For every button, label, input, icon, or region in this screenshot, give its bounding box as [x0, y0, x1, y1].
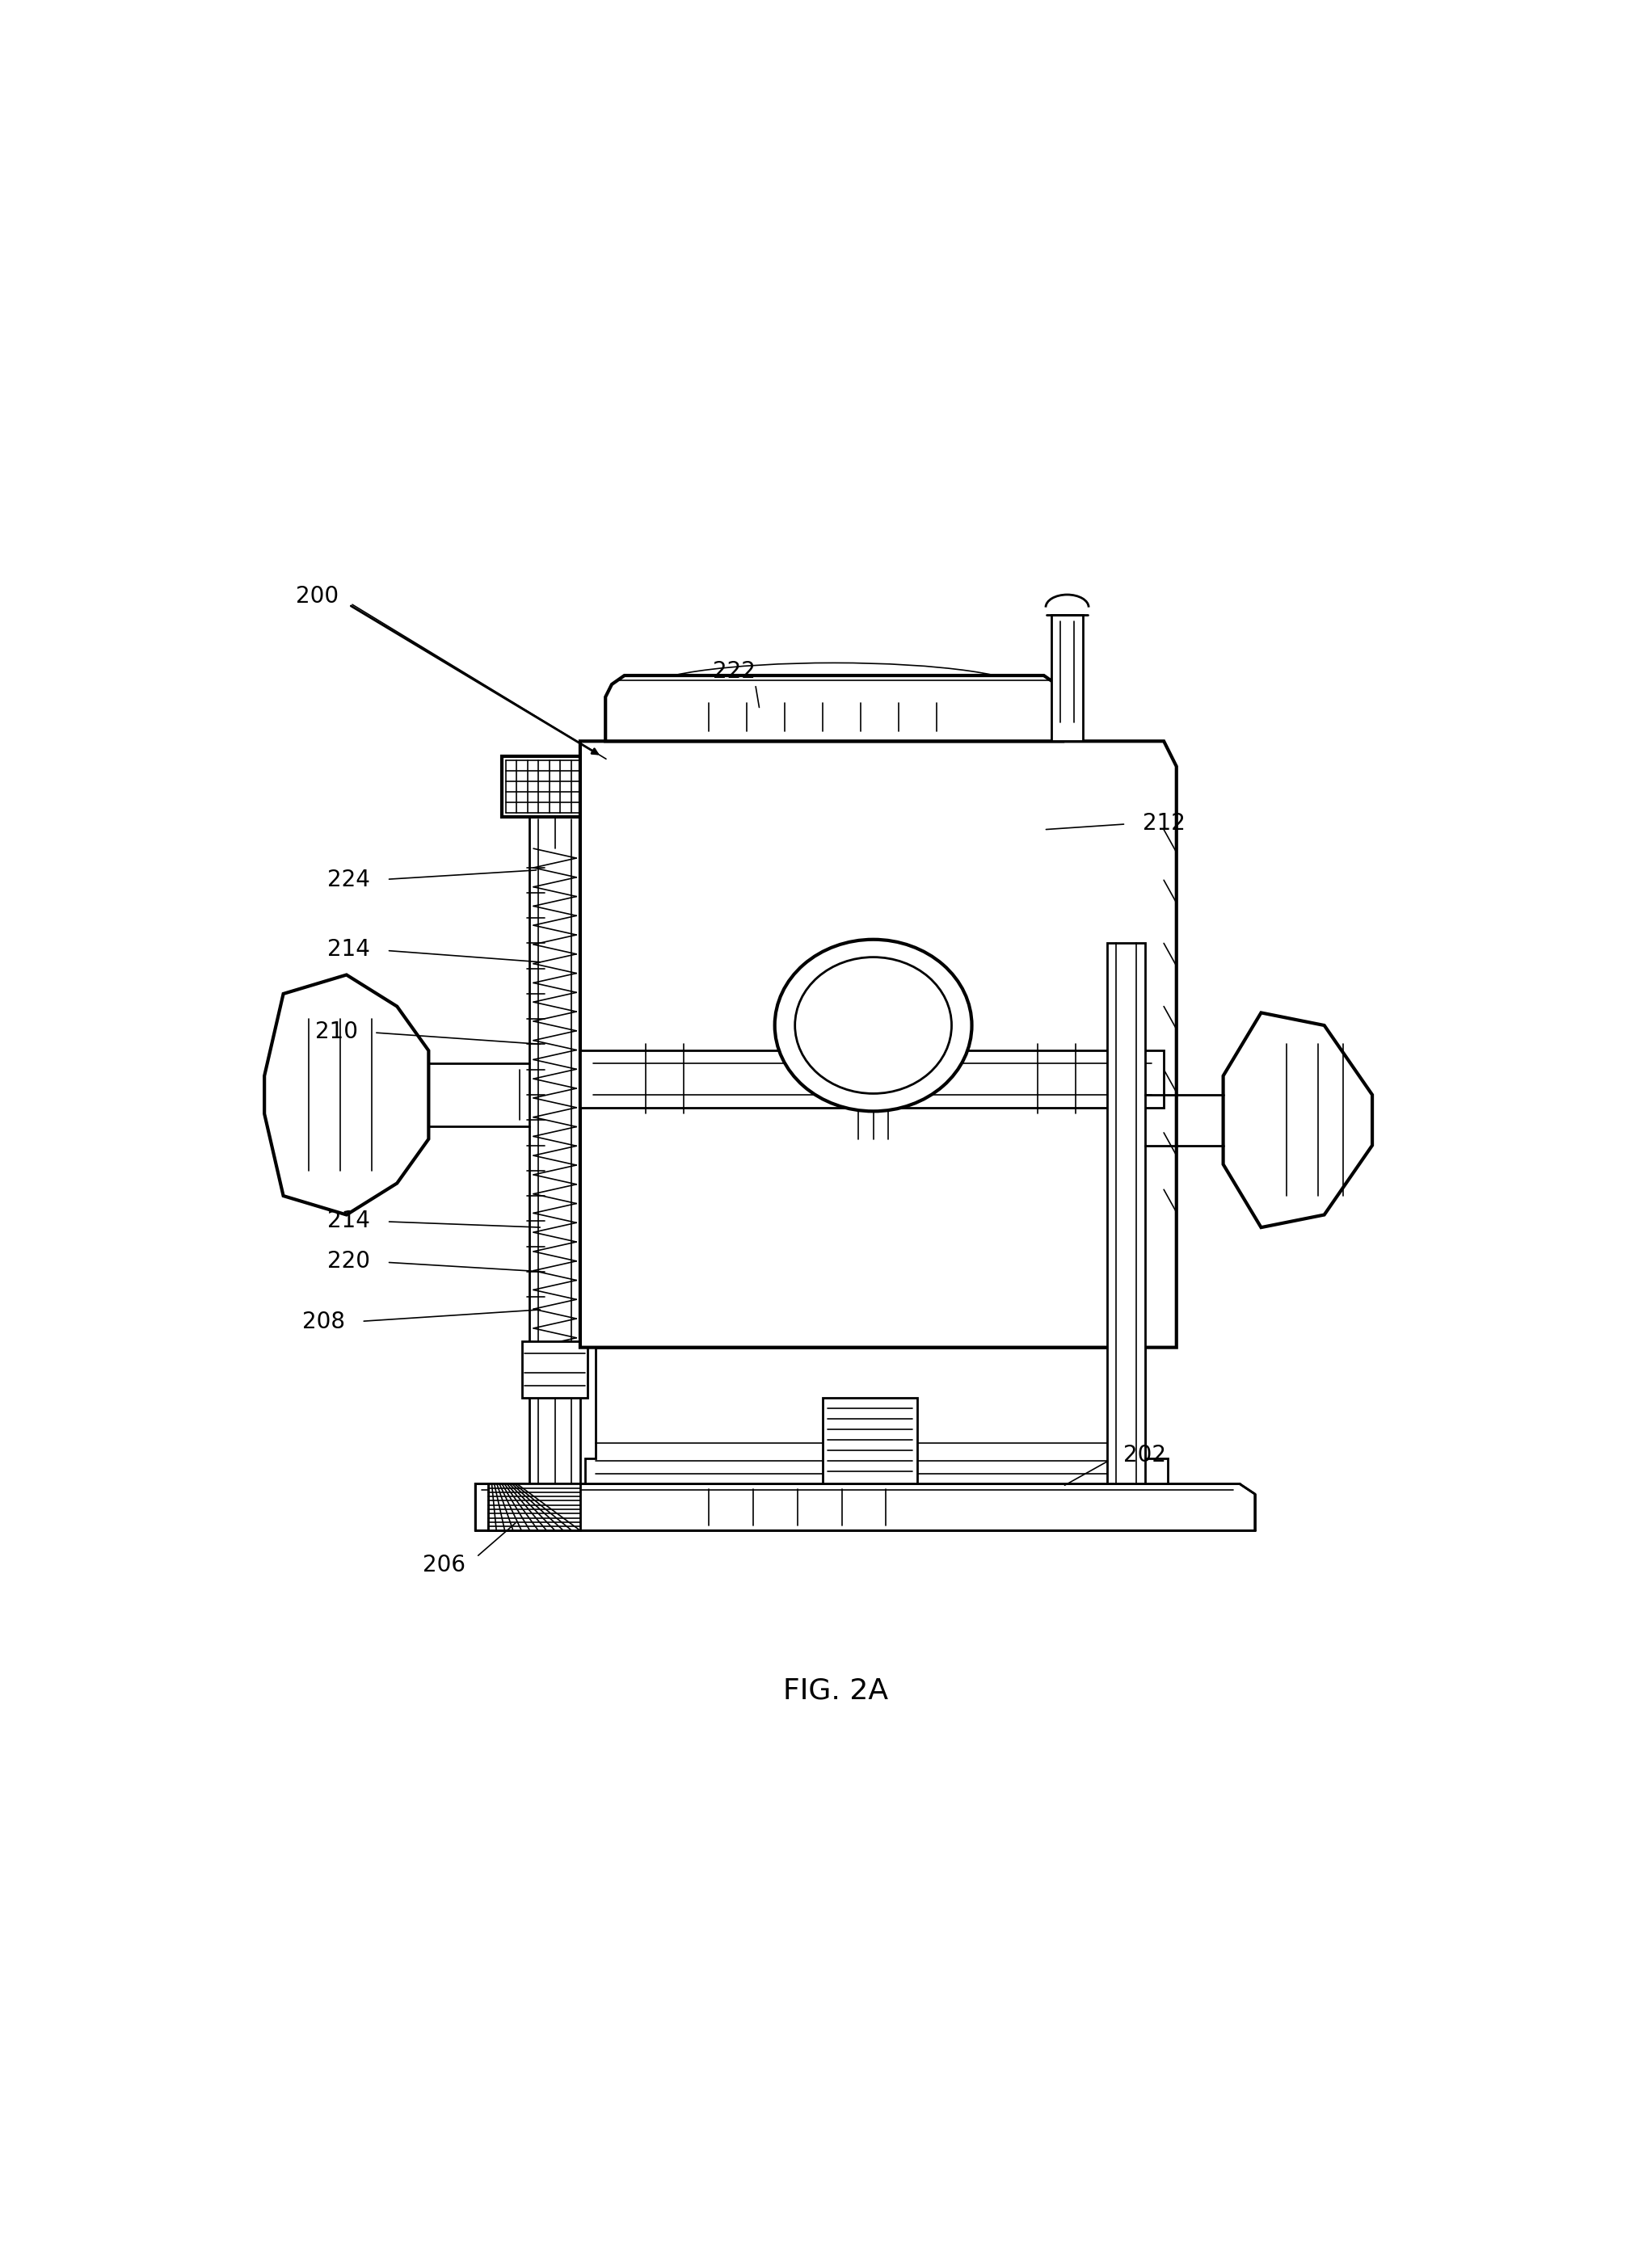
Ellipse shape: [774, 939, 971, 1111]
Bar: [1107, 943, 1144, 1483]
Text: 202: 202: [1123, 1442, 1167, 1465]
Bar: [502, 755, 608, 816]
Text: 214: 214: [328, 939, 370, 962]
Ellipse shape: [795, 957, 952, 1093]
Text: 200: 200: [297, 585, 339, 608]
Bar: [580, 1050, 1164, 1107]
Text: 214: 214: [328, 1209, 370, 1232]
Polygon shape: [585, 1347, 1167, 1483]
Bar: [823, 1397, 918, 1483]
Text: 208: 208: [302, 1311, 346, 1334]
Polygon shape: [1222, 1014, 1372, 1227]
Text: FIG. 2A: FIG. 2A: [782, 1678, 888, 1706]
Bar: [522, 1340, 588, 1397]
Polygon shape: [476, 1483, 1255, 1531]
Bar: [1051, 615, 1082, 742]
Polygon shape: [580, 742, 1177, 1347]
Text: 222: 222: [712, 660, 756, 683]
Polygon shape: [264, 975, 429, 1216]
Text: 206: 206: [422, 1554, 465, 1576]
Bar: [530, 769, 580, 1483]
Text: 224: 224: [328, 869, 370, 891]
Text: 220: 220: [328, 1250, 370, 1272]
Polygon shape: [605, 676, 1063, 742]
Text: 210: 210: [315, 1021, 359, 1043]
Text: 212: 212: [1143, 812, 1185, 835]
Bar: [487, 1483, 580, 1531]
